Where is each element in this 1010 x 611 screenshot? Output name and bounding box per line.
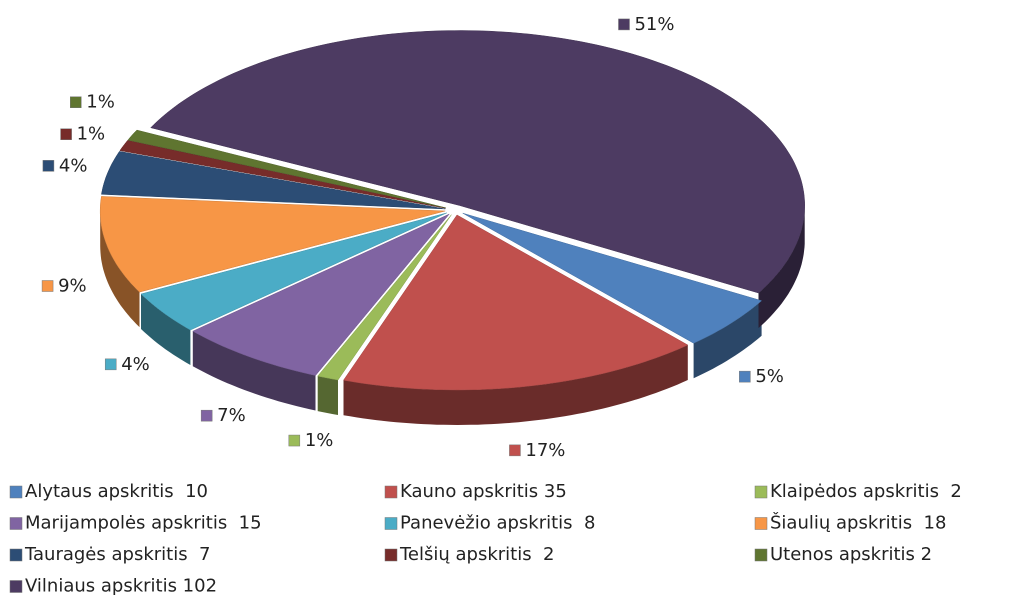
data-label-key xyxy=(42,160,55,172)
legend-label: Panevėžio apskritis 8 xyxy=(400,513,595,534)
legend-key xyxy=(9,580,23,593)
data-label-text: 7% xyxy=(217,405,246,426)
legend-key xyxy=(9,485,23,499)
data-label-text: 5% xyxy=(755,366,784,387)
legend-entry: Panevėžio apskritis 8 xyxy=(384,513,595,534)
legend-key xyxy=(384,548,398,562)
data-label-text: 1% xyxy=(305,430,334,451)
legend-label: Telšių apskritis 2 xyxy=(399,544,555,565)
slice-side xyxy=(100,211,140,328)
legend-entry: Vilniaus apskritis 102 xyxy=(9,576,217,597)
legend-key xyxy=(9,517,23,530)
data-label-key xyxy=(200,409,213,422)
data-label: 51% xyxy=(618,14,675,35)
slice xyxy=(343,214,689,391)
slice xyxy=(140,212,447,331)
slice xyxy=(127,129,446,209)
data-label-key xyxy=(288,434,301,447)
slice-side xyxy=(758,205,805,328)
data-label-text: 1% xyxy=(77,124,106,145)
data-label: 1% xyxy=(70,92,115,113)
data-label: 7% xyxy=(200,405,246,426)
sides xyxy=(100,205,805,425)
data-label-key xyxy=(104,358,117,371)
data-label-key xyxy=(60,128,72,140)
slice-side xyxy=(343,345,688,425)
slice xyxy=(150,30,805,294)
slice xyxy=(119,140,446,209)
data-label: 1% xyxy=(60,124,106,145)
slice xyxy=(192,213,450,376)
legend-entry: Telšių apskritis 2 xyxy=(384,544,555,565)
data-label-text: 9% xyxy=(58,276,87,297)
data-label-text: 1% xyxy=(86,92,115,113)
data-label-text: 4% xyxy=(59,155,88,176)
data-label: 4% xyxy=(104,354,150,375)
data-label: 9% xyxy=(41,276,87,297)
legend-label: Alytaus apskritis 10 xyxy=(25,481,208,502)
legend-key xyxy=(754,548,768,562)
legend-entry: Klaipėdos apskritis 2 xyxy=(754,481,962,502)
slice xyxy=(317,214,452,381)
legend-label: Šiaulių apskritis 18 xyxy=(770,512,946,534)
data-label-key xyxy=(739,370,751,383)
legend-key xyxy=(384,485,398,499)
slice xyxy=(101,151,446,210)
legend-label: Marijampolės apskritis 15 xyxy=(25,513,262,534)
slice-side xyxy=(141,294,191,365)
slice xyxy=(99,196,446,293)
data-label-key xyxy=(41,280,54,292)
legend-key xyxy=(384,517,398,530)
legend-entry: Alytaus apskritis 10 xyxy=(9,481,208,502)
legend-entry: Tauragės apskritis 7 xyxy=(9,544,210,565)
data-label-text: 17% xyxy=(525,440,565,461)
legend-entry: Marijampolės apskritis 15 xyxy=(9,513,262,534)
data-label: 1% xyxy=(288,430,334,451)
tops xyxy=(99,30,805,391)
slice xyxy=(462,212,763,344)
data-label: 17% xyxy=(509,440,565,461)
legend-label: Vilniaus apskritis 102 xyxy=(25,576,217,597)
slice-side xyxy=(693,300,762,379)
data-label-key xyxy=(70,96,82,108)
legend-label: Tauragės apskritis 7 xyxy=(24,544,210,565)
legend-label: Kauno apskritis 35 xyxy=(400,481,567,502)
legend-entry: Utenos apskritis 2 xyxy=(754,544,932,565)
legend-entry: Kauno apskritis 35 xyxy=(384,481,567,502)
legend-label: Klaipėdos apskritis 2 xyxy=(770,481,962,502)
slice-side xyxy=(192,331,316,411)
legend-key xyxy=(9,548,23,562)
data-label: 5% xyxy=(739,366,784,387)
legend-key xyxy=(754,517,768,530)
slice-side xyxy=(317,376,338,415)
data-label-text: 51% xyxy=(634,14,674,35)
legend-label: Utenos apskritis 2 xyxy=(770,544,932,565)
data-label: 4% xyxy=(42,155,88,176)
data-label-key xyxy=(618,18,630,31)
legend-key xyxy=(754,485,768,499)
legend-entry: Šiaulių apskritis 18 xyxy=(754,512,946,534)
data-label-key xyxy=(509,444,521,457)
data-label-text: 4% xyxy=(121,354,150,375)
